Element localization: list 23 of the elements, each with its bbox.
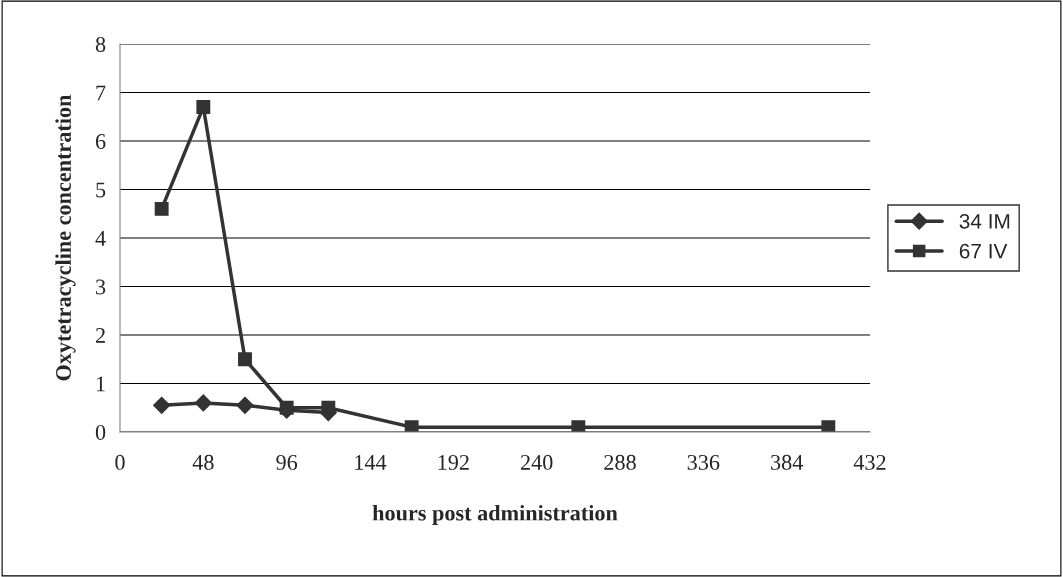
x-tick-label: 336 [687, 454, 720, 470]
x-tick-label: 192 [438, 454, 469, 470]
x-tick-label: 432 [853, 454, 886, 470]
y-tick-label: 3 [96, 279, 106, 295]
legend-label: 34 IM [959, 213, 1010, 229]
y-tick-label: 8 [95, 36, 106, 52]
x-tick-label: 288 [604, 454, 636, 470]
x-tick-label: 240 [520, 454, 553, 470]
y-tick-label: 5 [96, 182, 106, 198]
y-tick-label: 0 [95, 424, 106, 440]
x-tick-label: 0 [115, 454, 125, 470]
x-tick-label: 384 [771, 454, 803, 470]
y-tick-label: 1 [96, 376, 105, 392]
x-axis-title: hours post administration [372, 504, 618, 526]
y-axis-title: Oxytetracycline concentration [55, 94, 76, 381]
y-tick-label: 6 [95, 133, 106, 149]
x-tick-label: 144 [355, 454, 387, 470]
x-tick-label: 48 [192, 454, 214, 470]
y-tick-label: 7 [96, 85, 106, 101]
y-tick-label: 2 [95, 327, 105, 343]
x-tick-label: 96 [276, 454, 298, 470]
legend-label: 67 IV [959, 243, 1008, 259]
y-tick-label: 4 [95, 231, 106, 246]
